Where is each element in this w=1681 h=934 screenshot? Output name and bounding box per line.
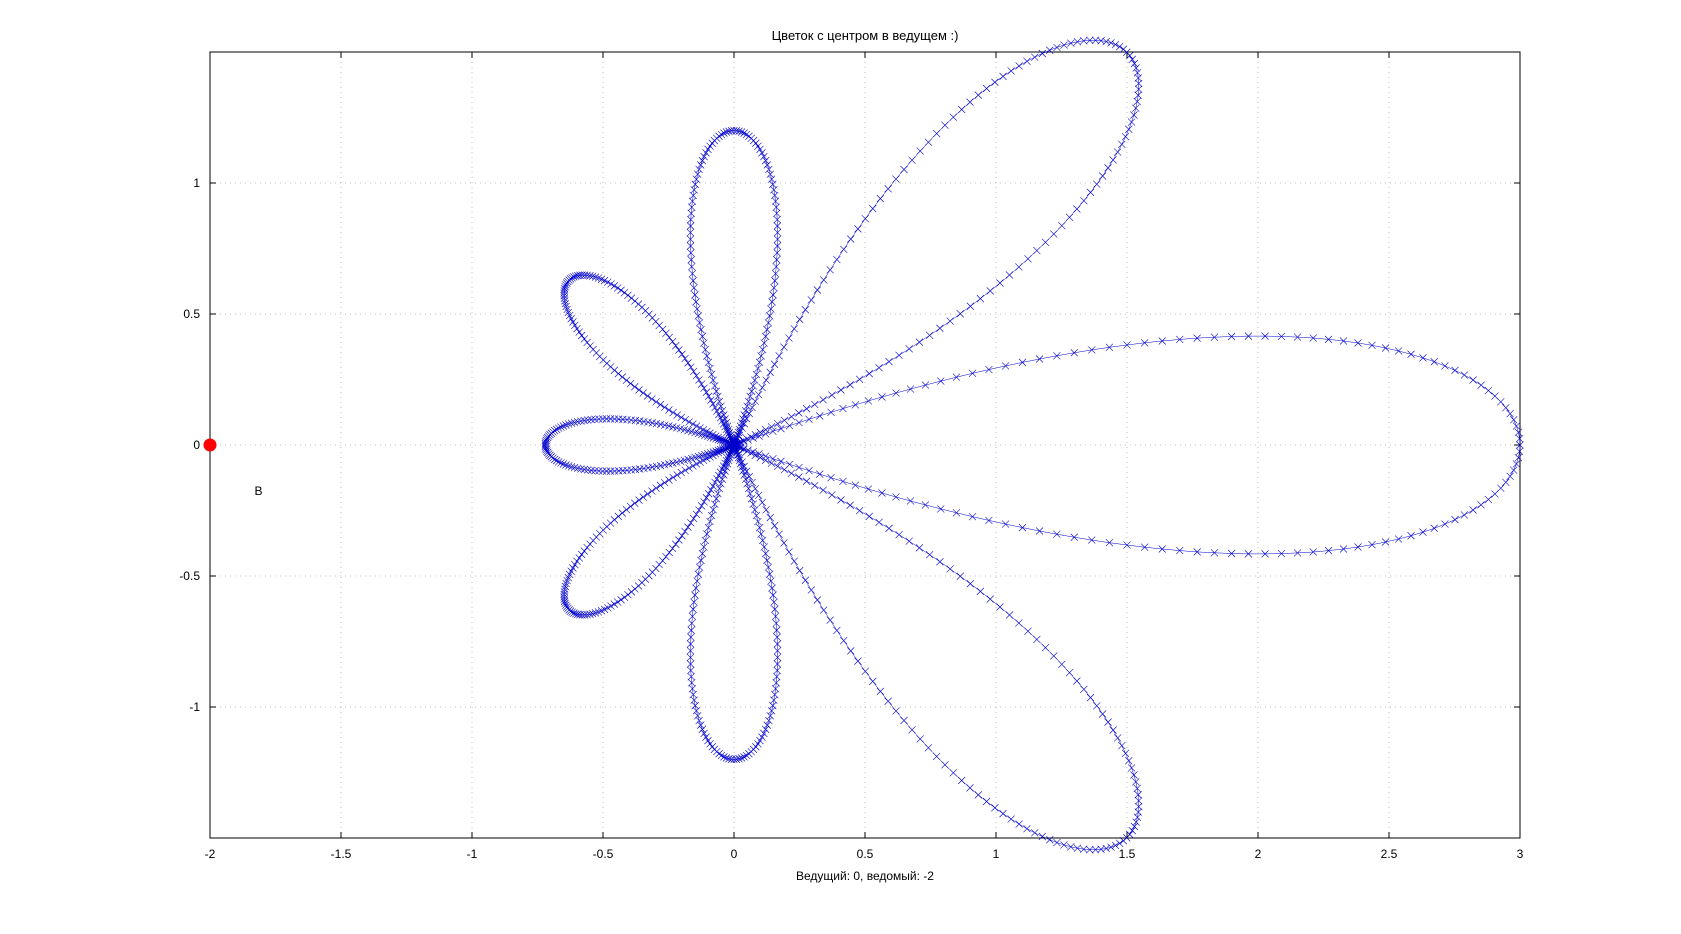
ytick-label: 0 bbox=[193, 438, 200, 452]
x-axis-label: Ведущий: 0, ведомый: -2 bbox=[796, 869, 934, 883]
ytick-label: -0.5 bbox=[179, 569, 200, 583]
xtick-label: -1 bbox=[467, 847, 478, 861]
xtick-label: 1 bbox=[993, 847, 1000, 861]
ytick-label: 1 bbox=[193, 176, 200, 190]
xtick-label: -1.5 bbox=[331, 847, 352, 861]
leader-point-marker bbox=[204, 439, 216, 451]
annotation-label: В bbox=[255, 484, 263, 498]
xtick-label: 2 bbox=[1255, 847, 1262, 861]
ytick-label: 0.5 bbox=[183, 307, 200, 321]
xtick-label: 2.5 bbox=[1381, 847, 1398, 861]
ytick-label: -1 bbox=[189, 700, 200, 714]
xtick-label: -2 bbox=[205, 847, 216, 861]
xtick-label: 3 bbox=[1517, 847, 1524, 861]
xtick-label: 0.5 bbox=[857, 847, 874, 861]
xtick-label: -0.5 bbox=[593, 847, 614, 861]
chart-svg: -2 -1.5 -1 -0.5 0 0.5 1 1.5 2 2.5 3 -1 -0.5 0 0.5 1 Цвет… bbox=[0, 0, 1681, 934]
xtick-label: 0 bbox=[731, 847, 738, 861]
chart-title: Цветок с центром в ведущем :) bbox=[772, 28, 959, 43]
xtick-label: 1.5 bbox=[1119, 847, 1136, 861]
chart-wrapper: -2 -1.5 -1 -0.5 0 0.5 1 1.5 2 2.5 3 -1 -0.5 0 0.5 1 Цвет… bbox=[0, 0, 1681, 934]
chart-background bbox=[0, 0, 1681, 934]
